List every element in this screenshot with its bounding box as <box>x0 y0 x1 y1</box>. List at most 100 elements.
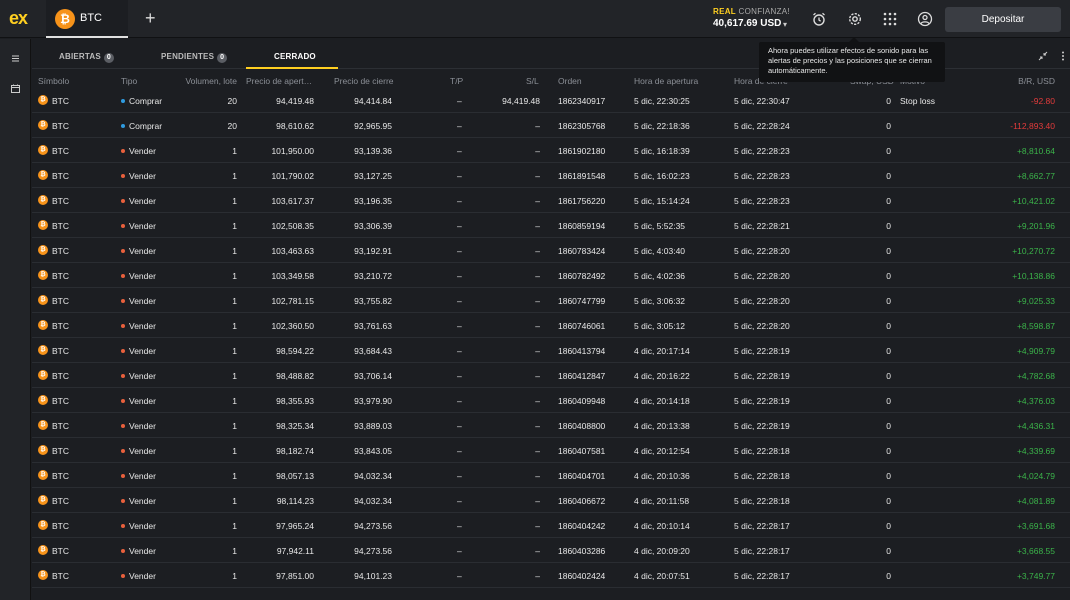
volume-cell: 1 <box>232 296 237 306</box>
col-volume[interactable]: Volumen, lote <box>185 76 237 86</box>
sell-dot-icon <box>121 548 125 553</box>
col-pnl[interactable]: B/R, USD <box>1018 76 1055 86</box>
col-order[interactable]: Orden <box>558 76 582 86</box>
tab-open[interactable]: ABIERTAS 0 <box>59 52 114 63</box>
col-tp[interactable]: T/P <box>450 76 464 86</box>
col-symbol[interactable]: Símbolo <box>38 76 70 86</box>
table-row[interactable]: ₿ BTC Vender 1 98,182.74 93,843.05 – – 186040758… <box>32 438 1070 463</box>
table-row[interactable]: ₿ BTC Vender 1 97,965.24 94,273.56 – – 186040424… <box>32 513 1070 538</box>
pnl-cell: -112,893.40 <box>1010 121 1055 131</box>
sell-dot-icon <box>121 523 125 528</box>
open-price-cell: 98,325.34 <box>276 421 314 431</box>
swap-cell: 0 <box>886 546 891 556</box>
col-type[interactable]: Tipo <box>121 76 138 86</box>
sl-cell: – <box>535 246 540 256</box>
exness-logo[interactable]: ex <box>9 8 28 28</box>
type-label: Vender <box>129 546 156 556</box>
table-row[interactable]: ₿ BTC Vender 1 98,488.82 93,706.14 – – 186041284… <box>32 363 1070 388</box>
account-selector[interactable]: REAL CONFIANZA! 40,617.69 USD ▾ <box>713 7 790 29</box>
more-options-icon[interactable] <box>1058 51 1068 61</box>
table-row[interactable]: ₿ BTC Vender 1 101,790.02 93,127.25 – – 18618915… <box>32 163 1070 188</box>
close-time-cell: 5 dic, 22:28:20 <box>734 321 790 331</box>
btc-coin-icon: ₿ <box>38 345 48 355</box>
type-cell: Vender <box>121 296 156 306</box>
swap-cell: 0 <box>886 321 891 331</box>
volume-cell: 1 <box>232 246 237 256</box>
col-open-price[interactable]: Precio de apert… <box>246 76 313 86</box>
apps-grid-icon[interactable] <box>882 11 898 27</box>
btc-coin-icon: ₿ <box>38 470 48 480</box>
symbol-cell: BTC <box>52 571 69 581</box>
type-cell: Vender <box>121 421 156 431</box>
swap-cell: 0 <box>886 346 891 356</box>
table-row[interactable]: ₿ BTC Vender 1 98,325.34 93,889.03 – – 186040880… <box>32 413 1070 438</box>
type-label: Vender <box>129 221 156 231</box>
instrument-tab-label: BTC <box>80 12 102 24</box>
menu-icon[interactable] <box>10 53 21 64</box>
table-row[interactable]: ₿ BTC Comprar 20 94,419.48 94,414.84 – 94,419.4… <box>32 88 1070 113</box>
table-row[interactable]: ₿ BTC Vender 1 98,355.93 93,979.90 – – 186040994… <box>32 388 1070 413</box>
user-icon[interactable] <box>917 11 933 27</box>
type-cell: Vender <box>121 396 156 406</box>
chevron-down-icon: ▾ <box>783 20 788 29</box>
table-row[interactable]: ₿ BTC Vender 1 103,349.58 93,210.72 – – 18607824… <box>32 263 1070 288</box>
close-time-cell: 5 dic, 22:28:23 <box>734 146 790 156</box>
type-label: Vender <box>129 496 156 506</box>
table-row[interactable]: ₿ BTC Vender 1 98,057.13 94,032.34 – – 186040470… <box>32 463 1070 488</box>
settings-icon[interactable] <box>847 11 863 27</box>
type-label: Vender <box>129 146 156 156</box>
tab-pending[interactable]: PENDIENTES 0 <box>161 52 228 63</box>
table-row[interactable]: ₿ BTC Comprar 20 98,610.62 92,965.95 – – 1862305… <box>32 113 1070 138</box>
table-row[interactable]: ₿ BTC Vender 1 101,950.00 93,139.36 – – 18619021… <box>32 138 1070 163</box>
sl-cell: – <box>535 496 540 506</box>
buy-dot-icon <box>121 123 125 128</box>
col-close-price[interactable]: Precio de cierre <box>334 76 394 86</box>
open-price-cell: 98,594.22 <box>276 346 314 356</box>
open-price-cell: 102,508.35 <box>271 221 314 231</box>
tp-cell: – <box>457 221 462 231</box>
tab-closed[interactable]: CERRADO <box>274 52 316 61</box>
open-time-cell: 5 dic, 16:02:23 <box>634 171 690 181</box>
table-row[interactable]: ₿ BTC Vender 1 103,617.37 93,196.35 – – 18617562… <box>32 188 1070 213</box>
calendar-icon[interactable] <box>10 83 21 94</box>
close-price-cell: 93,306.39 <box>354 221 392 231</box>
sl-cell: – <box>535 296 540 306</box>
pnl-cell: +10,421.02 <box>1012 196 1055 206</box>
open-time-cell: 4 dic, 20:07:51 <box>634 571 690 581</box>
symbol-cell: BTC <box>52 446 69 456</box>
table-row[interactable]: ₿ BTC Vender 1 102,781.15 93,755.82 – – 18607477… <box>32 288 1070 313</box>
symbol-cell: BTC <box>52 546 69 556</box>
open-time-cell: 5 dic, 15:14:24 <box>634 196 690 206</box>
col-sl[interactable]: S/L <box>526 76 539 86</box>
sound-tooltip: Ahora puedes utilizar efectos de sonido … <box>759 37 945 82</box>
deposit-button[interactable]: Depositar <box>945 7 1061 32</box>
pnl-cell: +4,024.79 <box>1016 471 1055 481</box>
close-time-cell: 5 dic, 22:28:18 <box>734 471 790 481</box>
open-price-cell: 98,488.82 <box>276 371 314 381</box>
sell-dot-icon <box>121 248 125 253</box>
left-rail <box>0 39 31 600</box>
table-row[interactable]: ₿ BTC Vender 1 102,508.35 93,306.39 – – 18608591… <box>32 213 1070 238</box>
col-open-time[interactable]: Hora de apertura <box>634 76 699 86</box>
table-row[interactable]: ₿ BTC Vender 1 102,360.50 93,761.63 – – 18607460… <box>32 313 1070 338</box>
open-price-cell: 103,617.37 <box>271 196 314 206</box>
sl-cell: – <box>535 121 540 131</box>
close-price-cell: 94,032.34 <box>354 471 392 481</box>
table-row[interactable]: ₿ BTC Vender 1 103,463.63 93,192.91 – – 18607834… <box>32 238 1070 263</box>
type-cell: Vender <box>121 521 156 531</box>
pnl-cell: +4,909.79 <box>1016 346 1055 356</box>
sell-dot-icon <box>121 148 125 153</box>
collapse-icon[interactable] <box>1038 51 1048 61</box>
table-row[interactable]: ₿ BTC Vender 1 97,942.11 94,273.56 – – 186040328… <box>32 538 1070 563</box>
close-price-cell: 93,196.35 <box>354 196 392 206</box>
swap-cell: 0 <box>886 121 891 131</box>
close-time-cell: 5 dic, 22:28:20 <box>734 246 790 256</box>
open-time-cell: 5 dic, 4:02:36 <box>634 271 686 281</box>
instrument-tab-btc[interactable]: ₿ BTC <box>46 0 128 38</box>
table-row[interactable]: ₿ BTC Vender 1 98,594.22 93,684.43 – – 186041379… <box>32 338 1070 363</box>
alarm-icon[interactable] <box>811 11 827 27</box>
open-price-cell: 98,182.74 <box>276 446 314 456</box>
table-row[interactable]: ₿ BTC Vender 1 98,114.23 94,032.34 – – 186040667… <box>32 488 1070 513</box>
add-tab-button[interactable]: + <box>145 8 156 28</box>
table-row[interactable]: ₿ BTC Vender 1 97,851.00 94,101.23 – – 186040242… <box>32 563 1070 588</box>
